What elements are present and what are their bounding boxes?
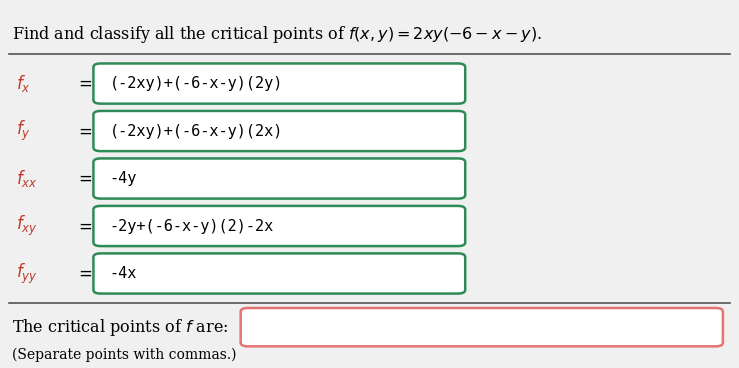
Text: $=$: $=$: [75, 123, 92, 139]
Text: The critical points of $f$ are:: The critical points of $f$ are:: [13, 317, 229, 338]
FancyBboxPatch shape: [241, 308, 723, 346]
Text: -4y: -4y: [109, 171, 137, 186]
FancyBboxPatch shape: [93, 111, 466, 151]
Text: (-2xy)+(-6-x-y)(2y): (-2xy)+(-6-x-y)(2y): [109, 76, 283, 91]
Text: $=$: $=$: [75, 75, 92, 92]
Text: $=$: $=$: [75, 265, 92, 282]
FancyBboxPatch shape: [93, 254, 466, 294]
Text: $f_{xy}$: $f_{xy}$: [16, 214, 38, 238]
Text: $f_{yy}$: $f_{yy}$: [16, 261, 38, 286]
Text: $=$: $=$: [75, 217, 92, 234]
Text: -2y+(-6-x-y)(2)-2x: -2y+(-6-x-y)(2)-2x: [109, 219, 274, 234]
Text: $f_{xx}$: $f_{xx}$: [16, 168, 38, 189]
Text: $=$: $=$: [75, 170, 92, 187]
Text: (-2xy)+(-6-x-y)(2x): (-2xy)+(-6-x-y)(2x): [109, 124, 283, 138]
FancyBboxPatch shape: [93, 206, 466, 246]
Text: -4x: -4x: [109, 266, 137, 281]
Text: (Separate points with commas.): (Separate points with commas.): [13, 348, 237, 362]
Text: $f_y$: $f_y$: [16, 119, 31, 143]
Text: $f_x$: $f_x$: [16, 73, 31, 94]
FancyBboxPatch shape: [93, 159, 466, 199]
Text: Find and classify all the critical points of $f(x, y) = 2xy(-6 - x - y)$.: Find and classify all the critical point…: [13, 24, 542, 45]
FancyBboxPatch shape: [93, 63, 466, 104]
